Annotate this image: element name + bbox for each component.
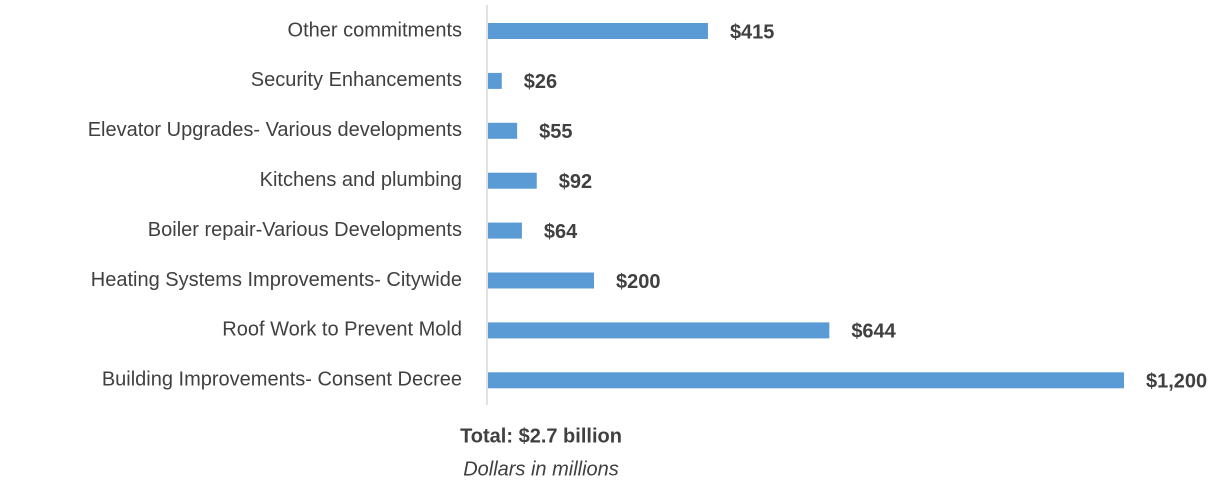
category-label: Security Enhancements: [251, 69, 462, 91]
value-label: $92: [559, 171, 592, 193]
category-label: Elevator Upgrades- Various developments: [88, 119, 462, 141]
bar: [488, 122, 518, 139]
bar: [488, 272, 594, 289]
annotation-units: Dollars in millions: [463, 458, 619, 480]
value-label: $26: [524, 71, 557, 93]
category-label: Other commitments: [288, 19, 462, 41]
bar: [488, 72, 502, 89]
value-label: $55: [539, 121, 572, 143]
category-label: Kitchens and plumbing: [260, 169, 462, 191]
bar: [488, 172, 537, 189]
value-label: $200: [616, 271, 661, 293]
annotation-total: Total: $2.7 billion: [460, 425, 622, 447]
value-label: $415: [730, 21, 775, 43]
category-label: Heating Systems Improvements- Citywide: [91, 269, 462, 291]
value-label: $644: [851, 321, 896, 343]
bar: [488, 322, 830, 339]
category-label: Building Improvements- Consent Decree: [102, 369, 462, 391]
bar: [488, 23, 708, 39]
value-label: $64: [544, 221, 578, 243]
bar: [488, 372, 1124, 389]
bar: [488, 222, 522, 239]
value-label: $1,200: [1146, 371, 1207, 393]
category-label: Boiler repair-Various Developments: [148, 219, 462, 241]
category-label: Roof Work to Prevent Mold: [222, 319, 462, 341]
